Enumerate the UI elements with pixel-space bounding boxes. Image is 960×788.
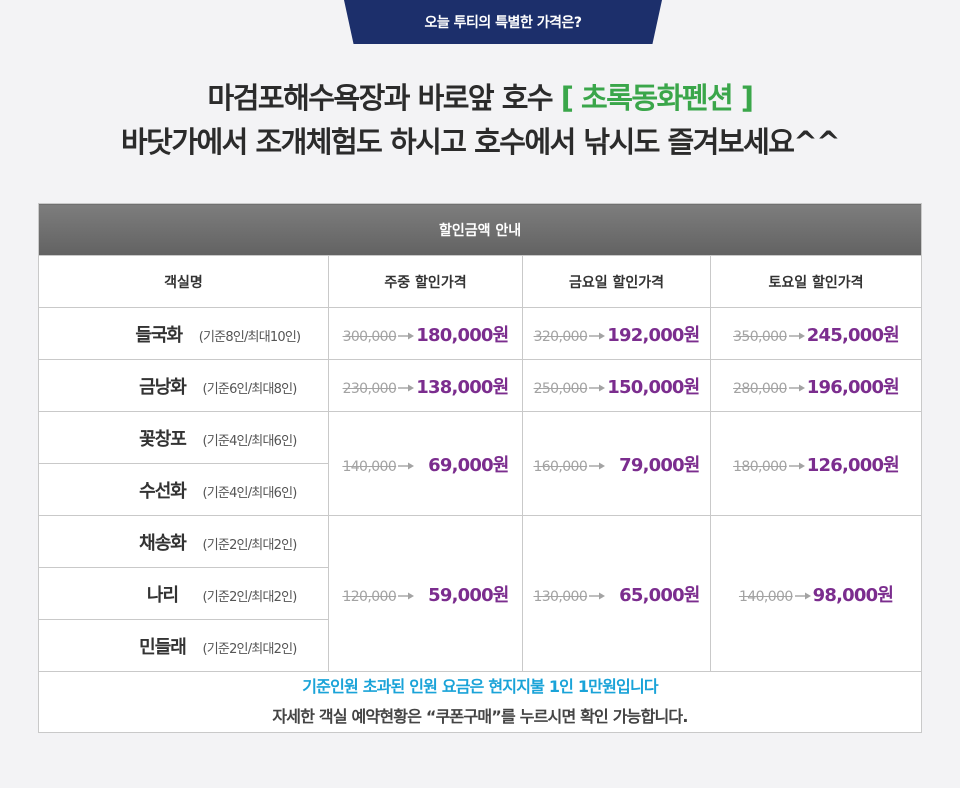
room-capacity: (기준4인/최대6인)	[202, 433, 297, 449]
table-caption: 할인금액 안내	[37, 203, 923, 256]
original-price: 350,000	[733, 328, 787, 345]
sale-price: 180,000원	[416, 324, 509, 346]
column-header-weekday: 주중 할인가격	[328, 255, 523, 308]
room-cell: 꽃창포 (기준4인/최대6인)	[38, 411, 329, 464]
saturday-price-cell: 180,000 126,000원	[709, 411, 923, 516]
sale-price: 196,000원	[806, 376, 900, 398]
room-name: 민들래	[139, 636, 187, 658]
arrow-right-icon	[788, 462, 805, 470]
arrow-right-icon	[788, 332, 805, 340]
sale-price: 79,000원	[619, 454, 700, 476]
headline-line1: 마검포해수욕장과 바로앞 호수 [ 초록동화펜션 ]	[0, 76, 960, 120]
original-price: 320,000	[533, 328, 588, 345]
arrow-right-icon	[589, 592, 606, 600]
room-capacity: (기준2인/최대2인)	[202, 641, 297, 657]
arrow-right-icon	[398, 592, 415, 600]
original-price: 140,000	[342, 458, 397, 475]
table-row: 수선화 (기준4인/최대6인)	[38, 463, 922, 516]
sale-price: 138,000원	[416, 376, 509, 398]
sale-price: 65,000원	[619, 584, 700, 606]
room-capacity: (기준8인/최대10인)	[198, 329, 301, 345]
table-footer-row: 기준인원 초과된 인원 요금은 현지지불 1인 1만원입니다 자세한 객실 예약…	[37, 671, 923, 733]
friday-price-cell: 320,000 192,000원	[522, 307, 711, 360]
table-row: 나리 (기준2인/최대2인)	[38, 567, 922, 620]
room-cell: 금낭화 (기준6인/최대8인)	[38, 359, 329, 412]
table-row: 채송화 (기준2인/최대2인) 120,000 59,000원 130,000 65,…	[38, 515, 923, 672]
original-price: 160,000	[533, 458, 588, 475]
table-row: 민들래 (기준2인/최대2인)	[38, 619, 922, 672]
room-capacity: (기준2인/최대2인)	[202, 537, 297, 553]
room-name: 꽃창포	[139, 428, 187, 450]
sale-price: 59,000원	[428, 584, 509, 606]
sale-price: 98,000원	[812, 584, 894, 606]
room-name: 채송화	[139, 532, 187, 554]
headline: 마검포해수욕장과 바로앞 호수 [ 초록동화펜션 ] 바닷가에서 조개체험도 하…	[0, 76, 960, 164]
price-table: 할인금액 안내 객실명 주중 할인가격 금요일 할인가격 토요일 할인가격 들국…	[37, 203, 923, 733]
table-notes: 기준인원 초과된 인원 요금은 현지지불 1인 1만원입니다 자세한 객실 예약…	[37, 671, 923, 733]
arrow-right-icon	[398, 462, 415, 470]
arrow-right-icon	[788, 384, 805, 392]
friday-price-cell: 250,000 150,000원	[522, 359, 711, 412]
room-name: 들국화	[135, 324, 183, 346]
room-cell: 민들래 (기준2인/최대2인)	[38, 619, 329, 672]
sale-price: 150,000원	[607, 376, 700, 398]
room-cell: 수선화 (기준4인/최대6인)	[38, 463, 329, 516]
saturday-price-cell: 280,000 196,000원	[709, 359, 923, 412]
room-name: 수선화	[139, 480, 187, 502]
table-row: 꽃창포 (기준4인/최대6인) 140,000 69,000원 160,000 79,…	[38, 411, 923, 516]
original-price: 280,000	[733, 380, 787, 397]
booking-note: 자세한 객실 예약현황은 “쿠폰구매”를 누르시면 확인 가능합니다.	[272, 707, 688, 726]
room-cell: 채송화 (기준2인/최대2인)	[38, 515, 329, 568]
room-capacity: (기준2인/최대2인)	[202, 589, 297, 605]
original-price: 250,000	[533, 380, 588, 397]
original-price: 180,000	[733, 458, 787, 475]
original-price: 230,000	[342, 380, 397, 397]
extra-fee-note: 기준인원 초과된 인원 요금은 현지지불 1인 1만원입니다	[302, 677, 658, 696]
room-cell: 나리 (기준2인/최대2인)	[38, 567, 329, 620]
arrow-right-icon	[589, 384, 606, 392]
friday-price-cell: 130,000 65,000원	[522, 515, 711, 672]
arrow-right-icon	[589, 462, 606, 470]
arrow-right-icon	[589, 332, 606, 340]
weekday-price-cell: 140,000 69,000원	[328, 411, 523, 516]
original-price: 130,000	[533, 588, 588, 605]
weekday-price-cell: 300,000 180,000원	[328, 307, 523, 360]
table-row: 들국화 (기준8인/최대10인) 300,000 180,000원 320,000 1…	[38, 307, 923, 360]
room-cell: 들국화 (기준8인/최대10인)	[38, 307, 329, 360]
friday-price-cell: 160,000 79,000원	[522, 411, 711, 516]
weekday-price-cell: 120,000 59,000원	[328, 515, 523, 672]
original-price: 120,000	[342, 588, 397, 605]
table-row: 금낭화 (기준6인/최대8인) 230,000 138,000원 250,000 15…	[38, 359, 923, 412]
arrow-right-icon	[398, 384, 415, 392]
weekday-price-cell: 230,000 138,000원	[328, 359, 523, 412]
headline-line1-prefix: 마검포해수욕장과 바로앞 호수	[207, 81, 554, 115]
column-header-friday: 금요일 할인가격	[522, 255, 711, 308]
saturday-price-cell: 140,000 98,000원	[709, 515, 923, 672]
room-capacity: (기준6인/최대8인)	[202, 381, 297, 397]
original-price: 300,000	[342, 328, 397, 345]
sale-price: 192,000원	[607, 324, 700, 346]
room-name: 나리	[146, 584, 179, 606]
column-header-room: 객실명	[38, 255, 329, 308]
arrow-right-icon	[398, 332, 415, 340]
banner-tab: 오늘 투티의 특별한 가격은?	[344, 0, 662, 44]
arrow-right-icon	[794, 592, 811, 600]
original-price: 140,000	[738, 588, 793, 605]
pension-brand-name: [ 초록동화펜션 ]	[560, 81, 754, 115]
headline-line2: 바닷가에서 조개체험도 하시고 호수에서 낚시도 즐겨보세요^^	[120, 125, 841, 159]
banner-tab-text: 오늘 투티의 특별한 가격은?	[424, 15, 582, 31]
sale-price: 69,000원	[428, 454, 509, 476]
column-header-saturday: 토요일 할인가격	[709, 255, 923, 308]
room-name: 금낭화	[139, 376, 187, 398]
sale-price: 126,000원	[806, 454, 900, 476]
room-capacity: (기준4인/최대6인)	[202, 485, 297, 501]
sale-price: 245,000원	[806, 324, 900, 346]
saturday-price-cell: 350,000 245,000원	[709, 307, 923, 360]
